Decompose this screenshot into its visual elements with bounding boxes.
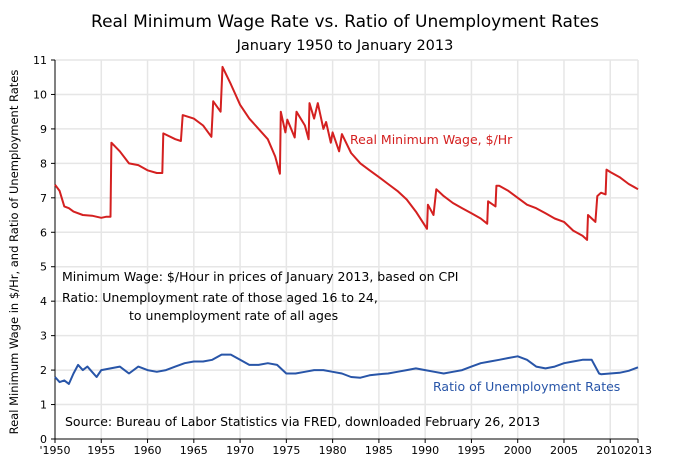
series-line-unemployment-ratio [54, 353, 639, 385]
y-tick-label: 9 [40, 123, 47, 136]
y-tick-label: 6 [40, 226, 47, 239]
x-tick-label: '1950 [39, 444, 70, 457]
chart-subtitle: January 1950 to January 2013 [236, 38, 454, 54]
y-axis-label: Real Minimum Wage in $/Hr, and Ratio of … [7, 70, 21, 435]
series-line-real-minimum-wage [54, 65, 639, 241]
y-tick-label: 0 [40, 433, 47, 446]
x-tick-label: 1980 [319, 444, 347, 457]
x-tick-label: 1985 [365, 444, 393, 457]
x-tick-label: 1995 [457, 444, 485, 457]
x-tick-label: 2010 [596, 444, 624, 457]
y-tick-label: 8 [40, 157, 47, 170]
x-tick-label: 1955 [87, 444, 115, 457]
axes: '1950 1955 1960 1965 1970 1975 1980 1985 1990 199… [33, 54, 652, 457]
series-lines [54, 65, 639, 385]
annotation-minimum-wage: Minimum Wage: $/Hour in prices of Januar… [62, 269, 458, 284]
x-tick-label: 2005 [550, 444, 578, 457]
annotation-ratio-cont: to unemployment rate of all ages [129, 308, 338, 323]
grid [55, 59, 639, 439]
x-tick-label: 1990 [411, 444, 439, 457]
x-tick-label: 2013 [624, 444, 652, 457]
y-tick-label: 2 [40, 364, 47, 377]
y-tick-label: 3 [40, 330, 47, 343]
annotation-source: Source: Bureau of Labor Statistics via F… [65, 414, 540, 429]
x-tick-label: 1960 [134, 444, 162, 457]
y-tick-label: 1 [40, 399, 47, 412]
x-tick-label: 1970 [226, 444, 254, 457]
series-label-ratio: Ratio of Unemployment Rates [433, 379, 620, 394]
x-tick-label: 1975 [272, 444, 300, 457]
y-tick-label: 4 [40, 295, 47, 308]
annotation-ratio: Ratio: Unemployment rate of those aged 1… [62, 290, 378, 305]
chart-title: Real Minimum Wage Rate vs. Ratio of Unem… [91, 12, 599, 32]
series-label-wage: Real Minimum Wage, $/Hr [350, 132, 513, 147]
x-tick-label: 1965 [180, 444, 208, 457]
x-tick-label: 2000 [504, 444, 532, 457]
y-tick-label: 10 [33, 88, 47, 101]
y-tick-label: 5 [40, 261, 47, 274]
y-tick-label: 7 [40, 192, 47, 205]
y-tick-label: 11 [33, 54, 47, 67]
